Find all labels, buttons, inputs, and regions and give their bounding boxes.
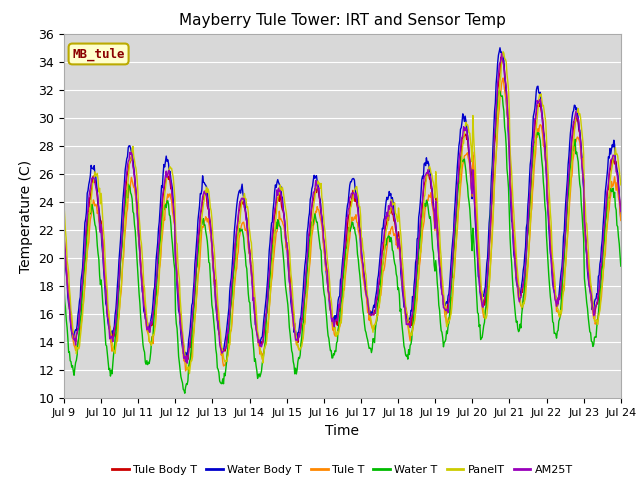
Title: Mayberry Tule Tower: IRT and Sensor Temp: Mayberry Tule Tower: IRT and Sensor Temp <box>179 13 506 28</box>
Y-axis label: Temperature (C): Temperature (C) <box>19 159 33 273</box>
X-axis label: Time: Time <box>325 424 360 438</box>
Text: MB_tule: MB_tule <box>72 48 125 60</box>
Legend: Tule Body T, Water Body T, Tule T, Water T, PanelT, AM25T: Tule Body T, Water Body T, Tule T, Water… <box>108 460 577 480</box>
